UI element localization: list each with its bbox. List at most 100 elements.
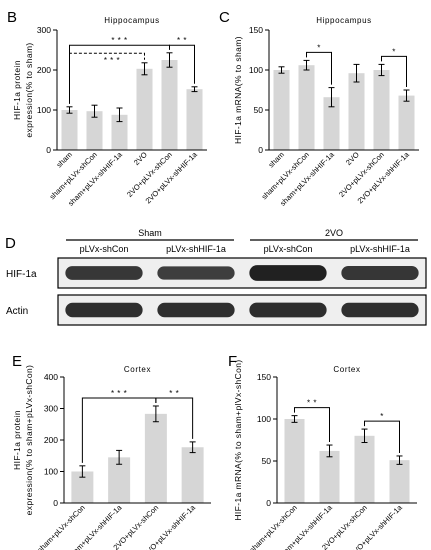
significance-bracket: [294, 407, 330, 443]
y-tick-label: 150: [249, 25, 263, 35]
y-tick-label: 0: [258, 145, 263, 155]
y-tick-label: 0: [53, 498, 58, 508]
error-bar: [396, 455, 403, 465]
lane-label: pLVx-shCon: [264, 244, 313, 254]
y-tick-label: 300: [37, 25, 51, 35]
significance-bracket: [69, 52, 145, 104]
y-axis-label: HIF-1a mRNA(% to sham+plVx-shCon): [233, 359, 243, 520]
bar: [181, 447, 204, 503]
blot-band: [341, 302, 419, 318]
x-tick-label: sham: [55, 150, 74, 169]
panel-label-e: E: [12, 353, 22, 370]
group-label: Sham: [138, 228, 162, 238]
blot-row-label: HIF-1a: [6, 269, 37, 280]
error-bar: [326, 444, 333, 458]
significance-label: * *: [177, 36, 187, 45]
blot-band: [341, 266, 419, 280]
blot-band: [249, 265, 327, 281]
significance-bracket: [306, 51, 332, 85]
blot-row-label: Actin: [6, 306, 28, 317]
bar: [111, 114, 128, 150]
chart-cortex-protein: Cortex HIF-1a protein expression(% to sham…: [12, 365, 211, 550]
bar: [284, 419, 305, 503]
bar: [348, 73, 365, 150]
significance-label: *: [392, 47, 396, 56]
error-bar: [378, 63, 385, 77]
error-bar: [403, 89, 410, 102]
lane-label: pLVx-shCon: [80, 244, 129, 254]
y-tick-label: 0: [266, 498, 271, 508]
chart-title: Cortex: [124, 365, 151, 374]
error-bar: [66, 106, 73, 114]
y-axis-label: HIF-1a protein: [12, 60, 22, 120]
y-tick-label: 200: [37, 65, 51, 75]
error-bar: [353, 63, 360, 83]
y-tick-label: 100: [37, 105, 51, 115]
significance-label: *: [317, 43, 321, 52]
chart-hippocampus-protein: Hippocampus HIF-1a protein expression(% to…: [12, 16, 207, 208]
bar: [373, 70, 390, 150]
lane-label: pLVx-shHIF-1a: [350, 244, 410, 254]
error-bar: [189, 441, 196, 454]
y-tick-label: 150: [257, 372, 271, 382]
panel-label-d: D: [5, 235, 16, 252]
bar: [108, 457, 131, 503]
error-bar: [303, 59, 310, 71]
y-tick-label: 50: [254, 105, 264, 115]
significance-label: * * *: [111, 389, 127, 398]
error-bar: [91, 104, 98, 118]
bar: [319, 450, 340, 503]
error-bar: [278, 66, 285, 74]
significance-bracket: [69, 44, 170, 104]
bar: [389, 460, 410, 503]
bar: [86, 111, 103, 150]
significance-label: * *: [307, 399, 317, 408]
x-tick-label: 2VO+pLVx-shCon: [125, 150, 174, 199]
bar: [61, 110, 78, 150]
significance-bracket: [155, 397, 194, 439]
group-label: 2VO: [325, 228, 343, 238]
x-tick-label: 2VO: [344, 150, 361, 167]
bar: [273, 70, 290, 150]
bar: [136, 68, 153, 150]
chart-title: Hippocampus: [104, 16, 160, 25]
error-bar: [79, 465, 86, 478]
blot-band: [65, 266, 143, 280]
y-tick-label: 200: [44, 435, 58, 445]
x-tick-label: 2VO: [132, 150, 149, 167]
significance-label: *: [380, 412, 384, 421]
significance-label: * * *: [104, 56, 120, 65]
y-tick-label: 300: [44, 404, 58, 414]
bar: [354, 435, 375, 503]
bar: [398, 95, 415, 150]
error-bar: [166, 52, 173, 68]
western-blot: Sham 2VO pLVx-shCon pLVx-shHIF-1a pLVx-shCon…: [6, 228, 427, 326]
error-bar: [152, 405, 159, 423]
significance-label: * * *: [111, 36, 127, 45]
chart-cortex-mrna: Cortex HIF-1a mRNA(% to sham+plVx-shCon) 0…: [233, 359, 417, 550]
x-tick-label: sham: [267, 150, 286, 169]
lane-label: pLVx-shHIF-1a: [166, 244, 226, 254]
bar: [186, 89, 203, 150]
bar: [298, 65, 315, 150]
error-bar: [141, 62, 148, 76]
panel-label-b: B: [7, 9, 17, 26]
y-tick-label: 100: [249, 65, 263, 75]
error-bar: [328, 87, 335, 108]
y-axis-label: expression(% to sham+pLVx-shCon): [24, 365, 34, 516]
panel-label-f: F: [228, 353, 237, 370]
panel-label-c: C: [219, 9, 230, 26]
x-tick-label: 2VO+pLVx-shCon: [337, 150, 386, 199]
blot-band: [65, 302, 143, 318]
y-tick-label: 50: [262, 456, 272, 466]
y-axis-label: HIF-1a mRNA(% to sham): [233, 36, 243, 144]
error-bar: [116, 449, 123, 465]
bar: [161, 60, 178, 150]
y-tick-label: 100: [44, 467, 58, 477]
blot-band: [249, 302, 327, 318]
significance-bracket: [169, 44, 195, 84]
y-tick-label: 400: [44, 372, 58, 382]
bar: [323, 97, 340, 150]
significance-bracket: [381, 55, 407, 87]
